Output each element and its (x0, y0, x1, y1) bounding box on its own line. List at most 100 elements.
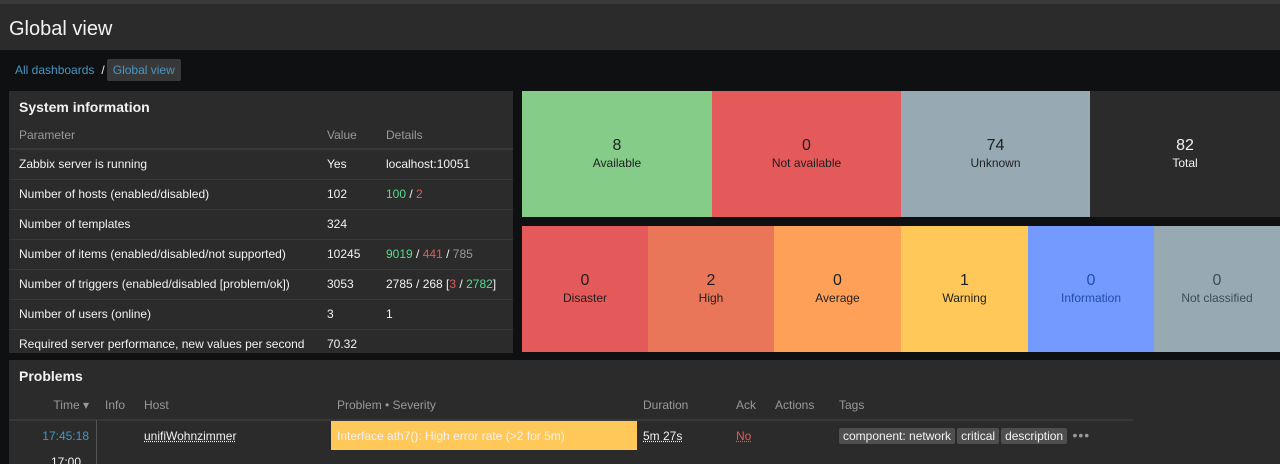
param-value: 70.32 (317, 329, 376, 353)
tile-not-classified[interactable]: 0 Not classified (1154, 226, 1280, 352)
ok-count: 2782 (466, 277, 493, 291)
column-header-value: Value (317, 121, 376, 150)
tile-total[interactable]: 82 Total (1090, 91, 1280, 217)
param-label: Number of items (enabled/disabled/not su… (9, 239, 317, 270)
tile-count: 1 (960, 272, 969, 289)
column-header-problem: Problem • Severity (331, 390, 637, 421)
tile-label: Total (1172, 156, 1198, 170)
breadcrumb-separator: / (101, 63, 105, 77)
tile-count: 0 (1212, 272, 1222, 289)
param-value: 102 (317, 179, 376, 210)
time-link[interactable]: 17:45:18 (42, 428, 89, 443)
problem-actions (769, 420, 833, 450)
tile-unknown[interactable]: 74 Unknown (901, 91, 1090, 217)
param-details: 2785 / 268 [3 / 2782] (376, 269, 513, 300)
tile-label: Unknown (970, 156, 1021, 170)
problem-name[interactable]: Interface ath7(): High error rate (>2 fo… (331, 420, 637, 450)
timeline-time: 17:00 (51, 455, 82, 464)
page-header: Global view (0, 0, 1280, 50)
problem-host[interactable]: unifiWohnzimmer (138, 420, 331, 450)
system-information-widget: System information Parameter Value Detai… (9, 91, 513, 353)
param-value: 3 (317, 299, 376, 330)
tile-available[interactable]: 8 Available (522, 91, 712, 217)
tile-label: Not available (771, 156, 842, 170)
widget-title: Problems (19, 368, 83, 384)
tag[interactable]: critical (957, 428, 1000, 444)
tile-label: Not classified (1181, 291, 1253, 305)
tile-count: 0 (580, 272, 590, 289)
ack-link[interactable]: No (736, 428, 752, 443)
column-header-parameter: Parameter (9, 121, 317, 150)
widget-title: System information (19, 99, 150, 115)
column-header-duration: Duration (637, 390, 730, 421)
problem-count: 3 (449, 277, 457, 291)
tag[interactable]: description (1001, 428, 1068, 444)
tile-label: High (698, 291, 724, 305)
table-row: Number of templates 324 (9, 209, 513, 240)
tile-count: 74 (986, 137, 1005, 154)
tile-warning[interactable]: 1 Warning (901, 226, 1028, 352)
problem-info (99, 420, 138, 450)
column-header-time[interactable]: Time ▾ (9, 390, 99, 421)
column-header-details: Details (376, 121, 513, 150)
host-link[interactable]: unifiWohnzimmer (144, 428, 237, 443)
breadcrumb-all-dashboards[interactable]: All dashboards (15, 63, 95, 77)
param-label: Number of triggers (enabled/disabled [pr… (9, 269, 317, 300)
table-row: Number of hosts (enabled/disabled) 102 1… (9, 179, 513, 210)
tile-not-available[interactable]: 0 Not available (712, 91, 901, 217)
tile-count: 0 (1086, 272, 1096, 289)
problem-time[interactable]: 17:45:18 (9, 420, 99, 450)
table-row: Number of triggers (enabled/disabled [pr… (9, 269, 513, 300)
problems-widget: Problems Time ▾ Info Host Problem • Seve… (9, 360, 1280, 464)
tile-label: Average (815, 291, 860, 305)
tile-count: 0 (833, 272, 842, 289)
enabled-count: 9019 (386, 247, 413, 261)
tile-disaster[interactable]: 0 Disaster (522, 226, 648, 352)
param-value: 324 (317, 209, 376, 240)
problem-duration: 5m 27s (637, 420, 730, 450)
tile-count: 2 (706, 272, 716, 289)
tile-label: Available (592, 156, 642, 170)
details-suffix: ] (492, 277, 497, 291)
param-details: 1 (376, 299, 513, 330)
details-separator: / (442, 247, 453, 261)
param-details: 100 / 2 (376, 179, 513, 210)
tile-count: 0 (802, 137, 811, 154)
enabled-count: 100 (386, 187, 407, 201)
tile-count: 8 (612, 137, 622, 154)
table-row: Zabbix server is running Yes localhost:1… (9, 149, 513, 180)
timeline-line (96, 420, 97, 464)
details-separator: / (412, 247, 423, 261)
tile-label: Information (1060, 291, 1122, 305)
table-row: Number of users (online) 3 1 (9, 299, 513, 330)
column-header-host: Host (138, 390, 331, 421)
breadcrumb-current[interactable]: Global view (106, 59, 181, 81)
param-label: Number of hosts (enabled/disabled) (9, 179, 317, 210)
problems-by-severity-widget: 0 Disaster 2 High 0 Average 1 Warning 0 … (522, 226, 1280, 352)
tile-label: Warning (942, 291, 987, 305)
column-header-tags: Tags (833, 390, 1133, 421)
details-separator: / (456, 277, 467, 291)
column-header-ack: Ack (730, 390, 769, 421)
param-label: Required server performance, new values … (9, 329, 317, 353)
disabled-count: 441 (422, 247, 443, 261)
tile-high[interactable]: 2 High (648, 226, 774, 352)
system-info-table: Parameter Value Details Zabbix server is… (9, 121, 513, 353)
more-tags-icon[interactable]: ••• (1072, 427, 1091, 443)
tile-count: 82 (1176, 137, 1194, 154)
not-supported-count: 785 (452, 247, 473, 261)
param-value: Yes (317, 149, 376, 180)
param-value: 10245 (317, 239, 376, 270)
problem-tags: component: network critical description ••… (833, 420, 1133, 450)
tag[interactable]: component: network (839, 428, 956, 444)
table-row: Required server performance, new values … (9, 329, 513, 353)
disabled-count: 2 (416, 187, 423, 201)
details-prefix: 2785 / 268 [ (386, 277, 450, 291)
problem-ack[interactable]: No (730, 420, 769, 450)
breadcrumb: All dashboards / Global view (10, 59, 181, 81)
param-details: 9019 / 441 / 785 (376, 239, 513, 270)
param-label: Zabbix server is running (9, 149, 317, 180)
tile-information[interactable]: 0 Information (1028, 226, 1154, 352)
tile-average[interactable]: 0 Average (774, 226, 901, 352)
table-row: 17:45:18 unifiWohnzimmer Interface ath7(… (9, 420, 1133, 450)
